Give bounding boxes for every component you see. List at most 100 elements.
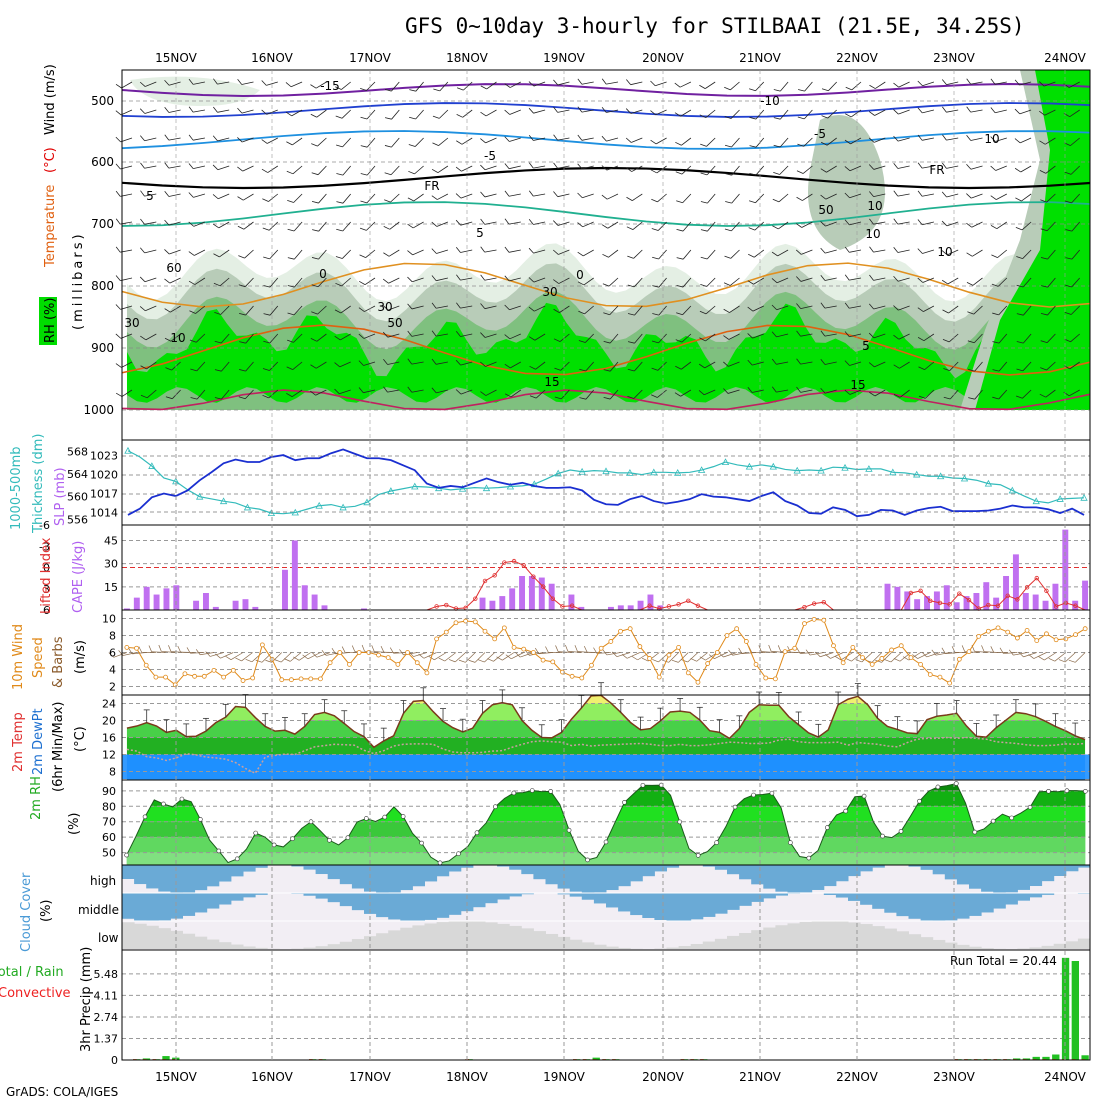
barb-flag [504, 163, 510, 169]
cloud-low-block [1077, 938, 1091, 949]
wind-marker [356, 650, 362, 655]
barb-flag [747, 280, 754, 285]
cloud-low-block [969, 946, 982, 949]
barb-shaft [509, 137, 521, 142]
barb-flag [820, 330, 826, 337]
barb-flag [311, 201, 319, 204]
freezing-level [121, 166, 1091, 190]
wind-barb [334, 361, 351, 368]
cloud-high-block [412, 865, 425, 887]
barb-flag [893, 109, 899, 115]
cloud-middle-block [872, 893, 885, 909]
barb-shaft [946, 109, 959, 113]
barb-shaft [315, 81, 327, 89]
tick-label: 1.37 [94, 1032, 119, 1045]
surface-wind-barb [108, 652, 127, 658]
barb-shaft [925, 389, 935, 399]
wind-barb [311, 137, 327, 147]
barb-shaft [800, 333, 813, 337]
thickness-marker [506, 482, 515, 490]
barb-flag [625, 167, 632, 172]
cloud-middle-block [581, 893, 595, 900]
barb-flag [1058, 659, 1066, 663]
surface-wind-barb [574, 645, 592, 653]
thickness-marker [841, 463, 849, 471]
barb-flag [671, 659, 679, 663]
wind-barb [990, 107, 1007, 114]
cape-bar [1003, 576, 1010, 610]
wind-barb [262, 193, 279, 202]
barb-flag [1015, 395, 1023, 399]
tick-label: 0 [111, 1054, 118, 1067]
cape-bars [123, 529, 1089, 610]
barb-flag [140, 365, 147, 370]
barb-flag [480, 218, 486, 225]
rh-marker [880, 833, 885, 839]
li-marker [502, 560, 507, 565]
wind-marker [395, 662, 401, 667]
wind-barb [676, 221, 692, 232]
wind-barb [408, 137, 424, 147]
wind-barb [554, 361, 570, 371]
wind-barb [725, 165, 740, 176]
barb-flag [255, 659, 263, 663]
barb-shaft [849, 305, 862, 309]
barb-flag [237, 166, 243, 172]
barb-flag [480, 246, 486, 253]
thickness-marker [243, 503, 252, 511]
barb-flag [796, 223, 802, 228]
wind-barb [869, 191, 886, 198]
rh-marker [1009, 815, 1014, 821]
cape-bar [282, 569, 288, 610]
barb-shaft [1020, 165, 1032, 173]
barb-shaft [668, 652, 679, 663]
surface-wind-barb [205, 651, 224, 657]
cape-bar [499, 596, 506, 610]
rh-marker [529, 788, 535, 793]
barb-shaft [217, 137, 230, 142]
barb-shaft [825, 249, 837, 254]
cape-bar [1032, 594, 1039, 610]
barb-shaft [121, 81, 133, 89]
barb-shaft [509, 81, 521, 88]
wind-barb [287, 249, 303, 260]
barb-shaft [1047, 277, 1056, 288]
wind-barb [773, 109, 789, 120]
cloud-high-block [134, 865, 147, 885]
barb-flag [676, 200, 683, 204]
wind-barb [1039, 137, 1056, 145]
surface-wind-barb [912, 652, 931, 659]
barb-shaft [436, 333, 448, 337]
wind-marker [172, 682, 178, 688]
barb-flag [990, 195, 997, 200]
wind-barb [747, 305, 764, 312]
barb-shaft [509, 305, 521, 311]
contour-label: 10 [865, 227, 880, 241]
li-marker [1005, 593, 1010, 599]
barb-shaft [341, 81, 351, 90]
barb-shaft [412, 249, 424, 256]
barb-shaft [922, 137, 934, 141]
day-label-top: 15NOV [155, 51, 197, 65]
barb-flag [992, 341, 1000, 344]
barb-shaft [243, 193, 254, 201]
barb-shaft [120, 333, 133, 339]
barb-flag [820, 274, 826, 281]
barb-shaft [241, 81, 254, 85]
barb-flag [724, 116, 732, 119]
thickness-marker [674, 469, 682, 476]
barb-shaft [728, 333, 740, 340]
wind-barb [773, 137, 789, 148]
barb-flag [966, 135, 972, 141]
rh-band-90 [126, 302, 1086, 403]
day-label-bottom: 18NOV [446, 1070, 488, 1084]
barb-flag [383, 386, 388, 393]
barb-shaft [267, 165, 279, 173]
barb-flag [699, 337, 706, 342]
rh-band [126, 821, 1086, 838]
wind-barb [287, 305, 303, 316]
barb-flag [700, 256, 708, 260]
contour-label: 50 [818, 203, 833, 217]
rh-marker [843, 808, 848, 814]
